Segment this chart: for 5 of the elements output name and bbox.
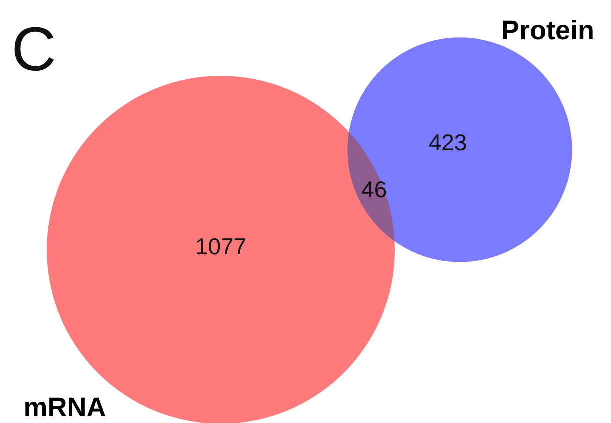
data-label: 423	[428, 130, 468, 156]
category-label: mRNA	[24, 392, 106, 423]
text: C	[12, 14, 56, 86]
data-label: 1077	[195, 234, 247, 260]
category-label: Protein	[501, 16, 595, 46]
